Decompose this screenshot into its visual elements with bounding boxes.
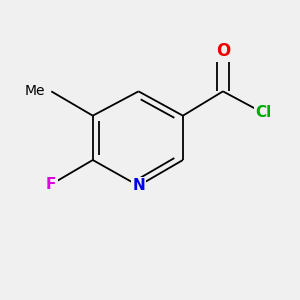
Text: F: F [46,177,56,192]
Text: N: N [132,178,145,193]
Text: Cl: Cl [255,105,271,120]
Text: Me: Me [25,84,45,98]
Text: O: O [216,42,230,60]
